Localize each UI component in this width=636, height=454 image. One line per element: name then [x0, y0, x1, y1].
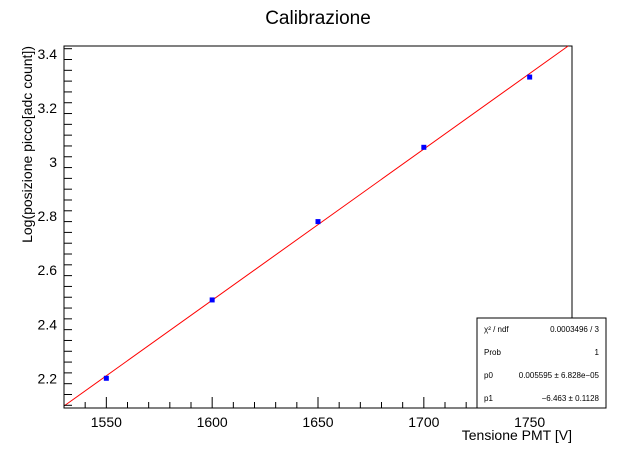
data-point [421, 144, 427, 150]
x-tick-label: 1650 [302, 414, 333, 430]
fit-line-group [63, 45, 569, 407]
y-tick-label: 2.2 [38, 370, 58, 386]
x-tick-label: 1700 [408, 414, 439, 430]
y-axis-title: Log(posizione picco[adc count]) [19, 46, 35, 243]
x-tick-label: 1550 [91, 414, 122, 430]
y-tick-label: 3.2 [38, 100, 58, 116]
stats-value-p0: 0.005595 ± 6.828e−05 [519, 371, 600, 380]
stats-label-p0: p0 [484, 371, 493, 380]
x-axis-title: Tensione PMT [V] [462, 427, 572, 443]
x-tick-label: 1600 [197, 414, 228, 430]
y-axis-ticks: 2.2 2.4 2.6 2.8 3 3.2 3.4 [38, 46, 72, 406]
y-tick-label: 3 [49, 154, 57, 170]
stats-box-frame [476, 317, 607, 409]
data-point [527, 74, 533, 80]
data-points-group [103, 74, 533, 381]
y-tick-label: 2.8 [38, 208, 58, 224]
data-point [103, 375, 109, 381]
data-point [315, 219, 321, 225]
stats-label-p1: p1 [484, 394, 493, 403]
stats-label-chi2: χ² / ndf [484, 325, 509, 334]
stats-box: χ² / ndf 0.0003496 / 3 Prob 1 p0 0.00559… [476, 317, 607, 409]
stats-value-chi2: 0.0003496 / 3 [550, 325, 599, 334]
y-tick-label: 3.4 [38, 46, 58, 62]
stats-value-p1: −6.463 ± 0.1128 [542, 394, 600, 403]
chart-title: Calibrazione [265, 8, 371, 29]
fit-line [63, 45, 569, 407]
y-tick-label: 2.6 [38, 262, 58, 278]
stats-value-prob: 1 [595, 348, 600, 357]
y-tick-label: 2.4 [38, 316, 58, 332]
data-point [209, 297, 215, 303]
x-tick-label: 1750 [514, 414, 545, 430]
stats-label-prob: Prob [484, 348, 501, 357]
